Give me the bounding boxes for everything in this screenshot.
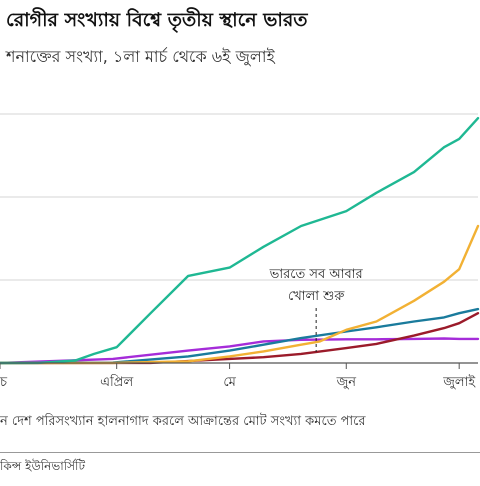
chart-title: রোগীর সংখ্যায় বিশ্বে তৃতীয় স্থানে ভারত xyxy=(6,9,308,31)
source-credit: কিন্স ইউনিভার্সিটি xyxy=(0,459,86,473)
divider xyxy=(0,452,480,453)
x-tick-label-0: চ xyxy=(0,375,8,390)
x-tick-label-3: জুন xyxy=(336,375,357,390)
series-lines xyxy=(0,116,480,365)
annotation-text-0: ভারতে সব আবার xyxy=(269,267,364,282)
chart-subtitle: শনাক্তের সংখ্যা, ১লা মার্চ থেকে ৬ই জুলাই xyxy=(6,47,275,66)
x-tick-label-4: জুলাই xyxy=(442,374,476,390)
cases-line-chart: ভারতে সব আবার খোলা শুরু চ এপ্রিল মে জুন জুলাই xyxy=(0,113,480,390)
series-line-orange xyxy=(0,224,480,365)
gridlines xyxy=(0,113,478,281)
series-line-teal xyxy=(0,116,480,365)
x-tick-label-2: মে xyxy=(223,375,236,390)
series-line-blue xyxy=(0,307,480,365)
x-axis: চ এপ্রিল মে জুন জুলাই xyxy=(0,362,478,390)
footnote: ন দেশ পরিসংখ্যান হালনাগাদ করলে আক্রান্তে… xyxy=(0,414,366,429)
x-tick-label-1: এপ্রিল xyxy=(100,374,133,390)
annotation: ভারতে সব আবার খোলা শুরু xyxy=(269,267,364,352)
annotation-text-1: খোলা শুরু xyxy=(288,289,345,304)
